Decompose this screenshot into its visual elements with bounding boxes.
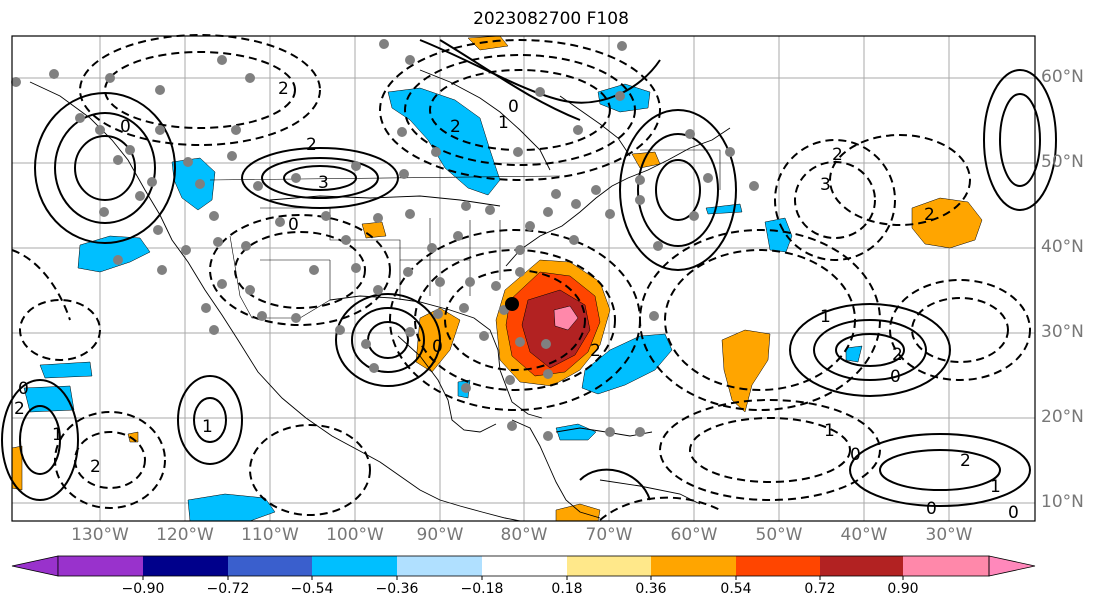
- dashed-contours: [11, 34, 1031, 521]
- lon-label-100w: 100°W: [326, 525, 384, 545]
- lat-label-10n: 10°N: [1041, 492, 1084, 512]
- lon-label-120w: 120°W: [156, 525, 214, 545]
- contour-label: 1: [498, 113, 509, 133]
- lat-label-50n: 50°N: [1041, 152, 1084, 172]
- contour-label: 0: [850, 445, 861, 465]
- contour-label: 2: [306, 135, 317, 155]
- map-frame: [11, 35, 1036, 522]
- orange-region-gulf: [415, 307, 461, 373]
- blue-region-atlantic-e: [845, 345, 863, 363]
- contour-label: 0: [926, 499, 937, 519]
- contour-label: 1: [52, 425, 63, 445]
- lat-label-40n: 40°N: [1041, 237, 1084, 257]
- station-dots: [11, 39, 759, 441]
- lon-label-30w: 30°W: [925, 525, 973, 545]
- contour-labels: 2 0 3 2 1 0 2 3 0 2 2 1 2 0 2 1 0 0 2 1 …: [14, 79, 1019, 523]
- contour-label: 2: [278, 79, 289, 99]
- lon-label-50w: 50°W: [755, 525, 803, 545]
- colorbar-segment: [228, 556, 312, 576]
- map-title: 2023082700 F108: [473, 9, 629, 29]
- orange-region-great-plains: [361, 221, 387, 239]
- colorbar-segment: [482, 556, 567, 576]
- lon-label-40w: 40°W: [840, 525, 888, 545]
- colorbar-tick-label: 0.90: [887, 581, 919, 597]
- contour-label: 2: [832, 145, 843, 165]
- colorbar-tick-label: −0.54: [290, 581, 334, 597]
- contour-label: 0: [120, 117, 131, 137]
- colorbar-tick-label: 0.36: [635, 581, 667, 597]
- orange-region-atlantic-c: [721, 329, 771, 413]
- contour-label: 2: [90, 457, 101, 477]
- contour-label: 2: [450, 117, 461, 137]
- shaded-anomalies: [11, 35, 983, 522]
- orange-region-caribbean: [555, 503, 601, 522]
- lat-label-60n: 60°N: [1041, 67, 1084, 87]
- contour-label: 3: [820, 175, 831, 195]
- contour-label: 2: [924, 205, 935, 225]
- colorbar-segment: [567, 556, 651, 576]
- orange-region-small: [127, 431, 139, 443]
- contour-label: 2: [960, 451, 971, 471]
- lon-label-110w: 110°W: [241, 525, 299, 545]
- contour-label: 0: [890, 367, 901, 387]
- colorbar-segment: [143, 556, 228, 576]
- contour-label: 2: [590, 341, 601, 361]
- blue-region-caribbean: [555, 423, 597, 441]
- colorbar-segment: [736, 556, 820, 576]
- colorbar: [11, 555, 1036, 580]
- graticule: [12, 36, 1035, 521]
- contour-label: 2: [14, 399, 25, 419]
- orange-region-canada: [467, 35, 509, 51]
- colorbar-segment: [651, 556, 736, 576]
- lon-label-80w: 80°W: [500, 525, 548, 545]
- blue-region-canada-west: [171, 157, 216, 211]
- lat-label-20n: 20°N: [1041, 407, 1084, 427]
- colorbar-tick-label: 0.72: [804, 581, 836, 597]
- contour-label: 0: [18, 379, 29, 399]
- contour-label: 0: [288, 215, 299, 235]
- colorbar-tick-label: −0.72: [206, 581, 250, 597]
- colorbar-segment: [820, 556, 903, 576]
- colorbar-tick-label: −0.90: [121, 581, 165, 597]
- colorbar-segment: [397, 556, 482, 576]
- pink-region-se-us: [553, 305, 579, 331]
- blue-region-hudson: [387, 87, 501, 196]
- contour-label: 0: [432, 337, 443, 357]
- colorbar-extend-max: [988, 555, 1036, 577]
- lon-label-90w: 90°W: [416, 525, 464, 545]
- colorbar-segment: [312, 556, 397, 576]
- colorbar-tick-label: −0.18: [460, 581, 504, 597]
- lon-label-130w: 130°W: [71, 525, 129, 545]
- coastlines: [29, 69, 731, 522]
- colorbar-segment: [903, 556, 989, 576]
- storm-center-marker: [505, 297, 519, 311]
- contour-label: 1: [202, 417, 213, 437]
- contour-label: 2: [892, 345, 903, 365]
- blue-region-pacific-mid: [39, 361, 93, 379]
- blue-region-pacific: [77, 235, 151, 273]
- contour-label: 1: [824, 421, 835, 441]
- colorbar-extend-min: [11, 555, 59, 577]
- colorbar-tick-label: −0.36: [375, 581, 419, 597]
- blue-region-atlantic-mid: [764, 217, 793, 253]
- contour-label: 0: [1008, 503, 1019, 523]
- contour-label: 1: [990, 477, 1001, 497]
- lat-label-30n: 30°N: [1041, 322, 1084, 342]
- contour-label: 0: [508, 97, 519, 117]
- lon-label-60w: 60°W: [670, 525, 718, 545]
- colorbar-segment: [58, 556, 143, 576]
- colorbar-tick-label: 0.54: [720, 581, 752, 597]
- contour-label: 1: [820, 307, 831, 327]
- orange-region-atlantic-east: [911, 197, 983, 249]
- lon-label-70w: 70°W: [585, 525, 633, 545]
- colorbar-tick-label: 0.18: [551, 581, 583, 597]
- contour-label: 3: [318, 173, 329, 193]
